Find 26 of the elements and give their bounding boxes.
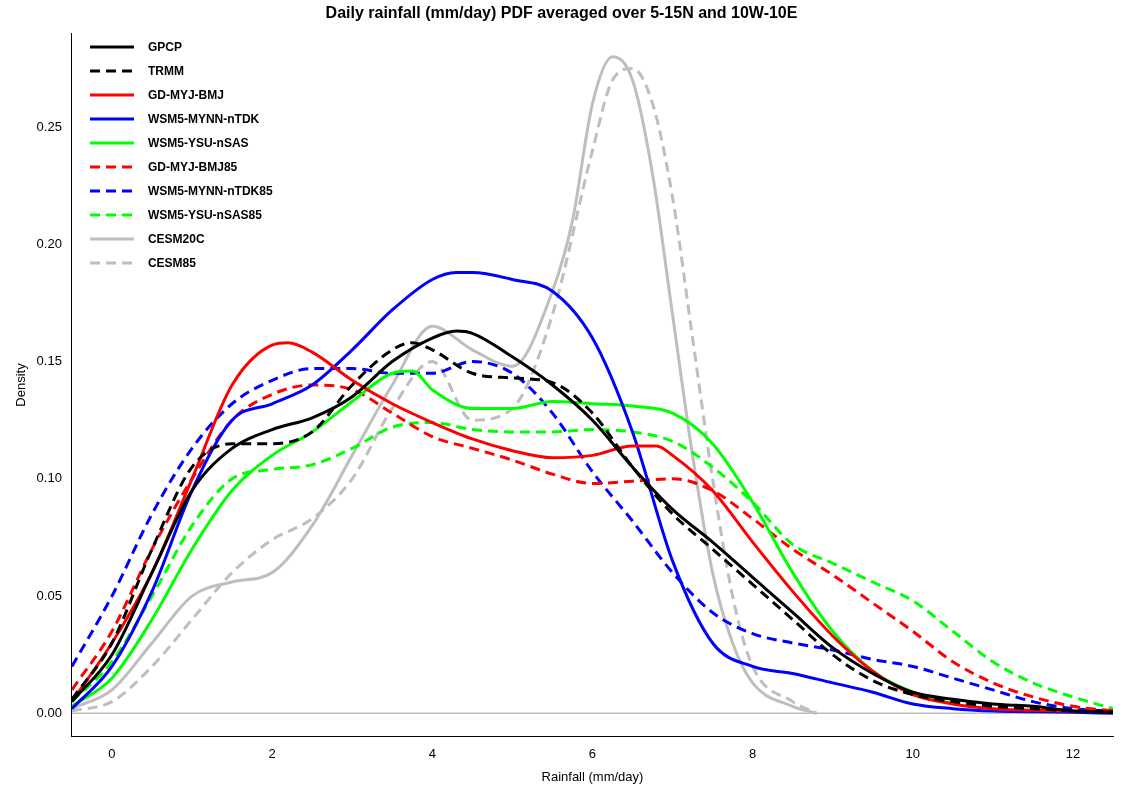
x-tick-label: 0 <box>108 746 116 762</box>
legend-label: WSM5-MYNN-nTDK <box>147 112 260 127</box>
legend-label: GPCP <box>147 40 182 55</box>
legend-label: CESM20C <box>147 232 205 247</box>
y-tick-label: 0.25 <box>36 118 62 134</box>
legend-label: GD-MYJ-BMJ85 <box>147 160 238 175</box>
x-tick-label: 6 <box>588 746 597 762</box>
y-tick-label: 0.05 <box>36 587 62 603</box>
legend-label: WSM5-MYNN-nTDK85 <box>147 184 273 199</box>
x-axis-title: Rainfall (mm/day) <box>541 768 644 784</box>
x-tick-label: 2 <box>268 746 276 762</box>
chart-title: Daily rainfall (mm/day) PDF averaged over 5-15N and 10W-10E <box>325 4 798 22</box>
x-tick-label: 8 <box>749 746 757 762</box>
y-tick-label: 0.15 <box>36 353 62 369</box>
x-tick-label: 10 <box>905 746 921 762</box>
legend-label: WSM5-YSU-nSAS85 <box>147 208 262 223</box>
y-tick-label: 0.20 <box>36 235 62 251</box>
x-tick-label: 4 <box>428 746 436 762</box>
y-tick-label: 0.00 <box>36 704 62 720</box>
legend-label: WSM5-YSU-nSAS <box>147 136 249 151</box>
x-tick-label: 12 <box>1065 746 1081 762</box>
legend-label: CESM85 <box>147 256 196 271</box>
legend-label: GD-MYJ-BMJ <box>147 88 224 103</box>
legend-label: TRMM <box>147 64 184 79</box>
y-axis-title: Density <box>13 362 29 407</box>
y-tick-label: 0.10 <box>36 470 62 486</box>
